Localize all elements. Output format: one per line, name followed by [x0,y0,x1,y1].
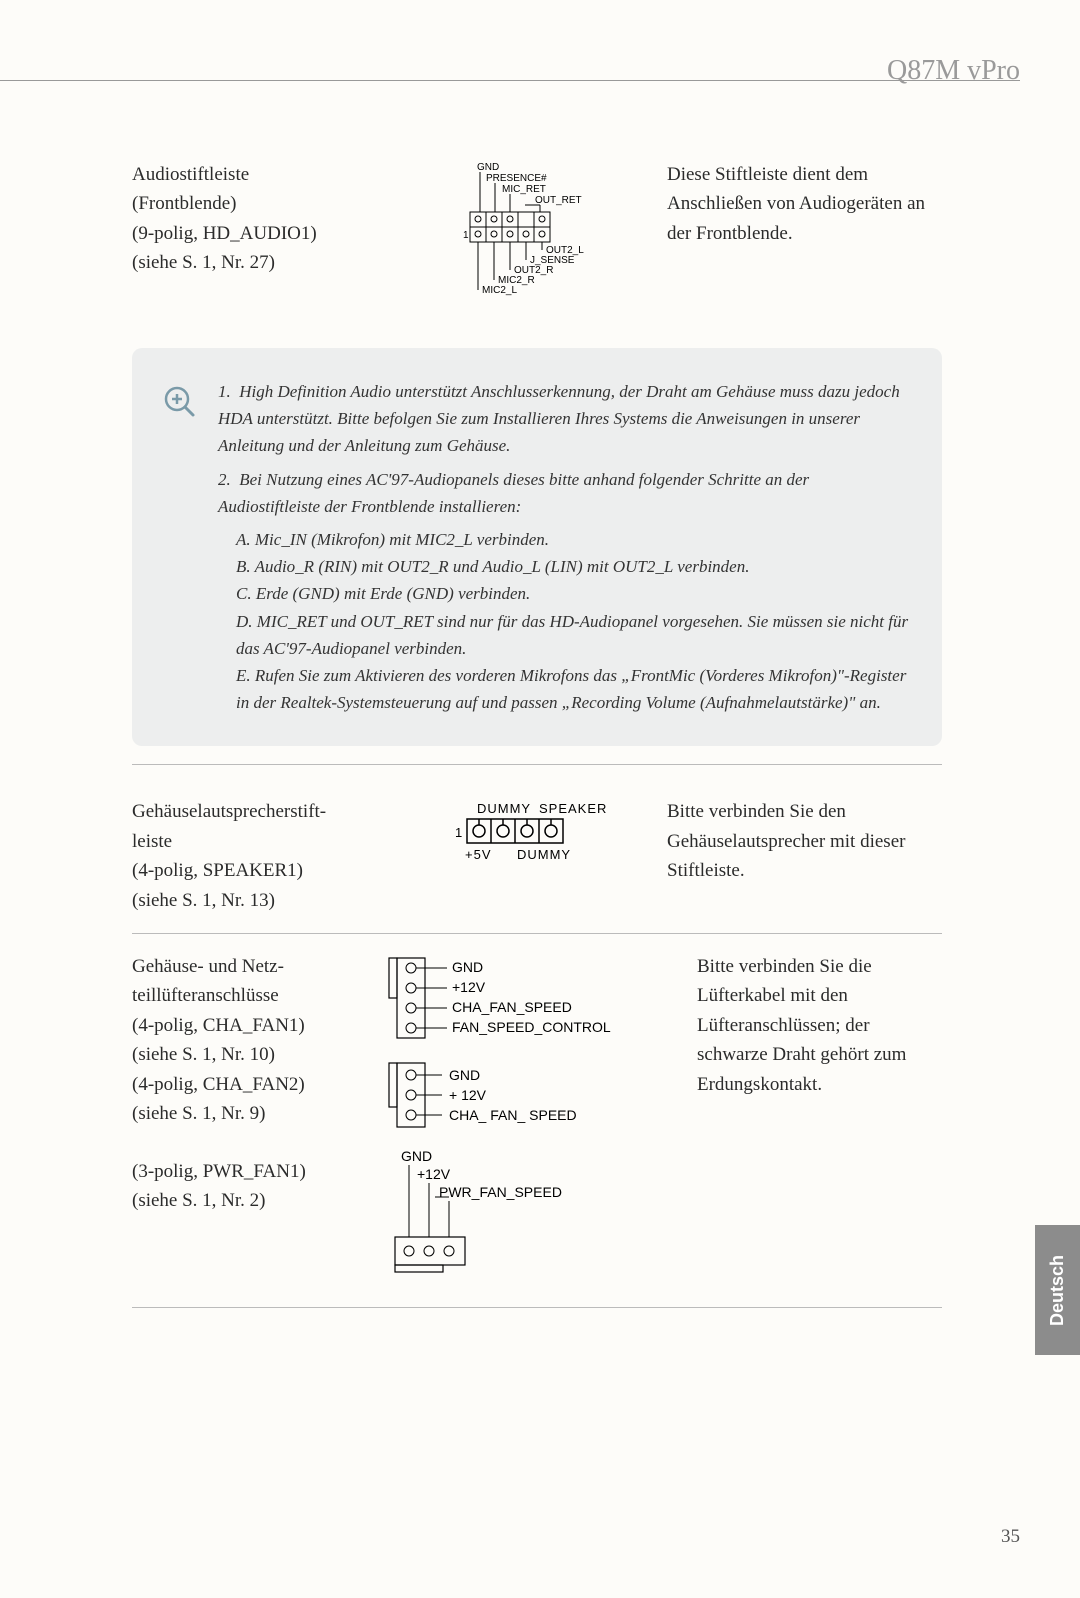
fan-l7: (3-polig, PWR_FAN1) [132,1157,367,1186]
fans-section: Gehäuse- und Netz- teillüfteranschlüsse … [132,934,942,1308]
zoom-plus-icon [162,384,198,716]
speaker-left: Gehäuselautsprecherstift- leiste (4-poli… [132,797,367,915]
lbl-one-spk: 1 [455,825,463,840]
audio-l2: (Frontblende) [132,189,367,218]
speaker-diagram: DUMMY SPEAKER 1 +5V DUMMY [387,797,647,867]
fan2-svg: GND + 12V CHA_ FAN_ SPEED [387,1057,667,1137]
f1-p4: FAN_SPEED_CONTROL [452,1019,611,1035]
spk-l3: (4-polig, SPEAKER1) [132,856,367,885]
f3-p1: GND [401,1148,432,1164]
lbl-dummy-bot: DUMMY [517,847,571,862]
note-list: 1. High Definition Audio unterstützt Ans… [218,378,912,716]
lang-label: Deutsch [1047,1254,1068,1325]
lbl-presence: PRESENCE# [486,173,547,184]
lbl-speaker: SPEAKER [539,801,607,816]
note-c: C. Erde (GND) mit Erde (GND) verbinden. [236,580,912,607]
header-rule [0,80,1020,81]
spk-l2: leiste [132,827,367,856]
fan-l8: (siehe S. 1, Nr. 2) [132,1186,367,1215]
f1-p1: GND [452,959,483,975]
note-box: 1. High Definition Audio unterstützt Ans… [132,348,942,746]
spk-l1: Gehäuselautsprecherstift- [132,797,367,826]
audio-diagram: GND PRESENCE# MIC_RET OUT_RET [387,160,647,300]
language-tab: Deutsch [1035,1225,1080,1355]
fan-l2: teillüfteranschlüsse [132,981,367,1010]
audio-l1: Audiostiftleiste [132,160,367,189]
fans-diagrams: GND +12V CHA_FAN_SPEED FAN_SPEED_CONTROL… [387,952,677,1277]
spk-l4: (siehe S. 1, Nr. 13) [132,886,367,915]
speaker-right: Bitte verbinden Sie den Gehäuselautsprec… [667,797,942,885]
note-d: D. MIC_RET und OUT_RET sind nur für das … [236,608,912,662]
fan-l5: (4-polig, CHA_FAN2) [132,1070,367,1099]
fans-left: Gehäuse- und Netz- teillüfteranschlüsse … [132,952,367,1216]
audio-left: Audiostiftleiste (Frontblende) (9-polig,… [132,160,367,278]
fan-l4: (siehe S. 1, Nr. 10) [132,1040,367,1069]
lbl-one: 1 [463,230,469,241]
lbl-5v: +5V [465,847,492,862]
divider1 [132,764,942,765]
f2-p2: + 12V [449,1087,487,1103]
f3-p2: +12V [417,1166,451,1182]
page-title: Q87M vPro [887,55,1020,87]
lbl-outret: OUT_RET [535,195,582,206]
f3-p3: PWR_FAN_SPEED [439,1184,562,1200]
fan3-svg: GND +12V PWR_FAN_SPEED [387,1147,667,1277]
f1-p2: +12V [452,979,486,995]
audio-l4: (siehe S. 1, Nr. 27) [132,248,367,277]
f2-p1: GND [449,1067,480,1083]
note-1: 1. High Definition Audio unterstützt Ans… [218,378,912,460]
audio-section: Audiostiftleiste (Frontblende) (9-polig,… [132,160,942,318]
fan-l6: (siehe S. 1, Nr. 9) [132,1099,367,1128]
note-e: E. Rufen Sie zum Aktivieren des vorderen… [236,662,912,716]
lbl-mic2l: MIC2_L [482,285,517,296]
f2-p3: CHA_ FAN_ SPEED [449,1107,577,1123]
note-b: B. Audio_R (RIN) mit OUT2_R und Audio_L … [236,553,912,580]
audio-right: Diese Stiftleiste dient dem Anschließen … [667,160,942,248]
note-a: A. Mic_IN (Mikrofon) mit MIC2_L verbinde… [236,526,912,553]
speaker-section: Gehäuselautsprecherstift- leiste (4-poli… [132,779,942,934]
lbl-dummy-top: DUMMY [477,801,531,816]
lbl-gnd: GND [477,162,499,173]
f1-p3: CHA_FAN_SPEED [452,999,572,1015]
fan-l1: Gehäuse- und Netz- [132,952,367,981]
lbl-micret: MIC_RET [502,184,546,195]
fan1-svg: GND +12V CHA_FAN_SPEED FAN_SPEED_CONTROL [387,952,667,1047]
main-content: Audiostiftleiste (Frontblende) (9-polig,… [132,160,942,1308]
fan-l3: (4-polig, CHA_FAN1) [132,1011,367,1040]
note-2: 2. Bei Nutzung eines AC'97-Audiopanels d… [218,466,912,520]
audio-l3: (9-polig, HD_AUDIO1) [132,219,367,248]
page-number: 35 [1001,1526,1020,1548]
fans-right: Bitte verbinden Sie die Lüfterkabel mit … [697,952,942,1099]
